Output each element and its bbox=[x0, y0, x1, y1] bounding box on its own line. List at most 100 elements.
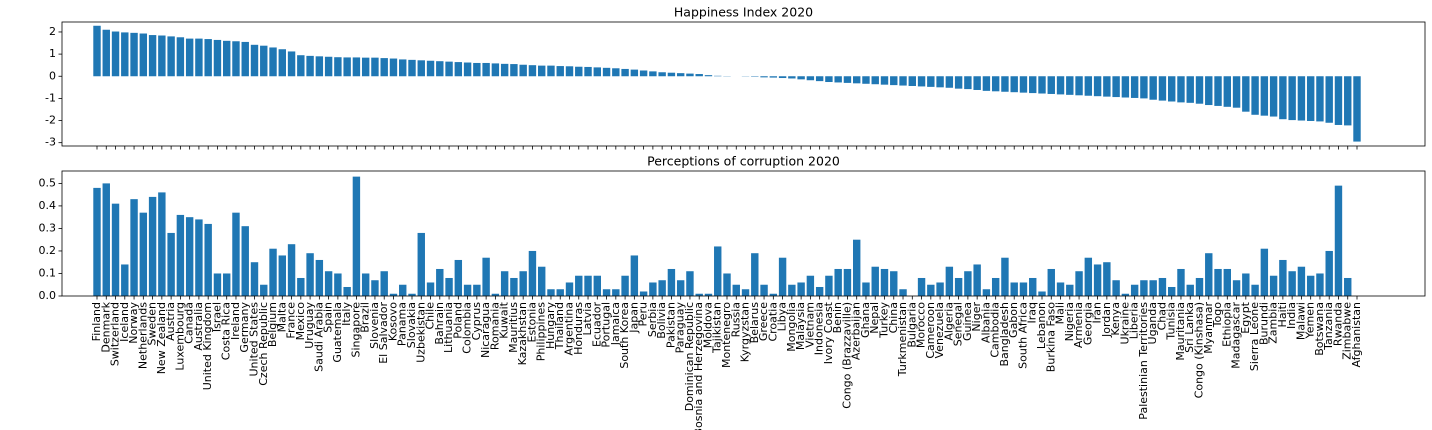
bar bbox=[528, 65, 537, 77]
bar bbox=[380, 271, 388, 296]
bar bbox=[658, 280, 666, 296]
bar bbox=[1075, 271, 1083, 296]
x-tick-label: Honduras bbox=[572, 302, 585, 355]
bar bbox=[1306, 76, 1315, 121]
x-tick-label: Uganda bbox=[1146, 302, 1159, 344]
bar bbox=[324, 271, 333, 296]
bar bbox=[176, 214, 185, 296]
x-tick-label: Nicaragua bbox=[479, 302, 492, 358]
x-tick-label: Serbia bbox=[646, 302, 659, 337]
bar bbox=[306, 55, 314, 77]
bar bbox=[343, 57, 351, 77]
x-tick-label: Sweden bbox=[146, 302, 159, 345]
bar bbox=[871, 76, 879, 85]
x-tick-label: Iran bbox=[1091, 302, 1104, 324]
bar bbox=[1205, 76, 1213, 106]
bar bbox=[417, 232, 425, 296]
x-tick-label: Armenia bbox=[1072, 302, 1085, 348]
bar bbox=[1195, 76, 1204, 104]
bar bbox=[343, 286, 351, 296]
bar bbox=[1334, 76, 1343, 125]
bar bbox=[890, 271, 898, 296]
x-tick-label: Ireland bbox=[229, 302, 242, 340]
x-tick-label: Norway bbox=[127, 302, 140, 344]
bar bbox=[334, 57, 342, 77]
x-tick-label: Libya bbox=[776, 302, 789, 331]
bar bbox=[769, 76, 778, 78]
x-tick-label: Ukraine bbox=[1118, 302, 1131, 345]
bar bbox=[269, 248, 277, 296]
bar bbox=[491, 63, 500, 77]
bar bbox=[482, 257, 490, 296]
bar bbox=[1214, 268, 1222, 296]
chart-title: Perceptions of corruption 2020 bbox=[647, 154, 840, 169]
bar bbox=[714, 246, 722, 296]
x-tick-label: Singapore bbox=[349, 302, 362, 358]
bar bbox=[1168, 286, 1176, 296]
bar bbox=[862, 282, 870, 296]
bar bbox=[806, 76, 815, 81]
x-tick-label: Burundi bbox=[1257, 302, 1270, 345]
bar bbox=[741, 289, 750, 296]
bar bbox=[436, 268, 444, 296]
bar bbox=[510, 64, 518, 77]
bar bbox=[973, 76, 981, 90]
x-tick-label: Turkey bbox=[878, 302, 891, 339]
x-tick-label: Niger bbox=[970, 302, 983, 332]
x-tick-label: Moldova bbox=[701, 302, 714, 348]
x-tick-label: New Zealand bbox=[155, 302, 168, 374]
bar bbox=[547, 65, 555, 77]
bar bbox=[695, 74, 703, 77]
bar bbox=[797, 76, 805, 80]
y-tick-label: -2 bbox=[45, 114, 56, 127]
bar bbox=[1056, 76, 1065, 95]
bar bbox=[111, 203, 120, 296]
x-tick-label: Mauritania bbox=[1174, 302, 1187, 361]
bar bbox=[500, 271, 509, 296]
y-tick-label: -1 bbox=[45, 91, 56, 104]
x-tick-label: Montenegro bbox=[720, 302, 733, 368]
bar bbox=[899, 289, 907, 296]
bar bbox=[121, 264, 129, 296]
bar bbox=[445, 61, 453, 77]
x-tick-label: Lebanon bbox=[1035, 302, 1048, 349]
bar bbox=[454, 259, 463, 296]
y-tick-label: 0.3 bbox=[39, 221, 57, 234]
bar bbox=[964, 76, 972, 90]
bar bbox=[287, 51, 296, 77]
bar bbox=[473, 62, 481, 77]
bar bbox=[102, 183, 110, 296]
x-tick-label: Portugal bbox=[600, 302, 613, 348]
bar bbox=[1223, 268, 1231, 296]
x-tick-label: Slovakia bbox=[405, 302, 418, 348]
x-tick-label: Colombia bbox=[461, 302, 474, 354]
x-tick-label: Czech Republic bbox=[257, 302, 270, 386]
bar bbox=[751, 253, 759, 296]
x-tick-label: Guatemala bbox=[331, 302, 344, 363]
x-tick-label: China bbox=[887, 302, 900, 333]
x-tick-label: Ecuador bbox=[590, 302, 603, 347]
bar bbox=[389, 58, 398, 77]
bar bbox=[676, 73, 685, 77]
x-tick-label: Albania bbox=[979, 302, 992, 343]
x-tick-label: Afghanistan bbox=[1350, 302, 1363, 368]
x-tick-label: Australia bbox=[192, 302, 205, 351]
x-tick-label: Chad bbox=[1155, 302, 1168, 330]
bar bbox=[1316, 76, 1324, 122]
bar bbox=[834, 268, 842, 296]
bar bbox=[547, 289, 555, 296]
x-tick-label: Tajikistan bbox=[711, 302, 724, 354]
bar bbox=[815, 76, 824, 82]
bar bbox=[436, 61, 444, 77]
bar bbox=[297, 55, 305, 77]
bar bbox=[1195, 277, 1204, 296]
bar bbox=[927, 284, 935, 296]
x-tick-label: Sierra Leone bbox=[1248, 302, 1261, 371]
bar bbox=[649, 282, 657, 296]
x-tick-label: Japan bbox=[627, 302, 640, 334]
bar bbox=[639, 291, 648, 296]
bar bbox=[936, 282, 944, 296]
bar bbox=[519, 271, 527, 296]
x-tick-label: Benin bbox=[831, 302, 844, 333]
bar bbox=[148, 196, 157, 296]
